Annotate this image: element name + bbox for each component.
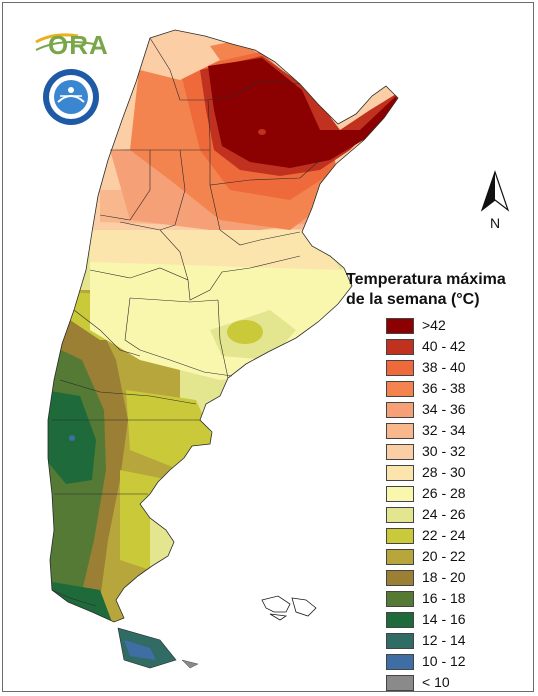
legend-label: 16 - 18: [422, 590, 466, 606]
legend-swatch: [386, 507, 414, 523]
legend-label: 22 - 24: [422, 527, 466, 543]
legend-swatch: [386, 570, 414, 586]
legend-item: 30 - 32: [386, 442, 526, 462]
legend-label: >42: [422, 317, 446, 333]
legend-label: 28 - 30: [422, 464, 466, 480]
ora-swoosh-icon: [35, 33, 95, 51]
country-outline: [47, 29, 399, 623]
legend-item: 34 - 36: [386, 400, 526, 420]
province-boundaries: [51, 37, 321, 607]
legend-swatch: [386, 654, 414, 670]
legend-swatch: [386, 675, 414, 691]
legend-label: 32 - 34: [422, 422, 466, 438]
legend-label: 20 - 22: [422, 548, 466, 564]
legend-item: 26 - 28: [386, 484, 526, 504]
legend-item: 14 - 16: [386, 610, 526, 630]
legend-item: 32 - 34: [386, 421, 526, 441]
legend-item: 28 - 30: [386, 463, 526, 483]
legend-label: 40 - 42: [422, 338, 466, 354]
legend-item: 24 - 26: [386, 505, 526, 525]
legend-item: 18 - 20: [386, 568, 526, 588]
legend-label: 24 - 26: [422, 506, 466, 522]
legend-label: 34 - 36: [422, 401, 466, 417]
legend-label: 26 - 28: [422, 485, 466, 501]
north-label: N: [490, 215, 500, 231]
legend-swatch: [386, 549, 414, 565]
legend-swatch: [386, 444, 414, 460]
north-arrow-icon: N: [480, 170, 510, 231]
legend-swatch: [386, 360, 414, 376]
lake-spots: [69, 129, 266, 441]
legend-swatch: [386, 591, 414, 607]
legend-title-line1: Temperatura máxima: [346, 271, 506, 288]
legend-label: 18 - 20: [422, 569, 466, 585]
legend-item: 16 - 18: [386, 589, 526, 609]
legend-item: 12 - 14: [386, 631, 526, 651]
legend-item: 22 - 24: [386, 526, 526, 546]
legend-swatch: [386, 612, 414, 628]
legend-swatch: [386, 318, 414, 334]
legend-swatch: [386, 486, 414, 502]
legend-item: 10 - 12: [386, 652, 526, 672]
legend-swatch: [386, 528, 414, 544]
legend-label: 12 - 14: [422, 632, 466, 648]
legend-item: 40 - 42: [386, 337, 526, 357]
ora-logo: ORA: [34, 28, 109, 62]
legend-item: >42: [386, 316, 526, 336]
smn-seal-icon: [43, 69, 99, 125]
legend-label: 14 - 16: [422, 611, 466, 627]
legend-label: 10 - 12: [422, 653, 466, 669]
legend-swatch: [386, 465, 414, 481]
legend-item: 20 - 22: [386, 547, 526, 567]
legend-title: Temperatura máxima de la semana (°C): [346, 270, 536, 310]
legend-swatch: [386, 633, 414, 649]
legend-item: 36 - 38: [386, 379, 526, 399]
legend-swatch: [386, 423, 414, 439]
legend-label: < 10: [422, 674, 450, 690]
legend-label: 30 - 32: [422, 443, 466, 459]
legend-title-line2: de la semana (°C): [346, 291, 480, 308]
legend-swatch: [386, 339, 414, 355]
legend-label: 38 - 40: [422, 359, 466, 375]
legend-swatch: [386, 381, 414, 397]
ora-logo-text: ORA: [48, 30, 109, 60]
legend-item: < 10: [386, 673, 526, 693]
malvinas-islands: [261, 595, 317, 621]
legend-label: 36 - 38: [422, 380, 466, 396]
legend-swatch: [386, 402, 414, 418]
legend-item: 38 - 40: [386, 358, 526, 378]
